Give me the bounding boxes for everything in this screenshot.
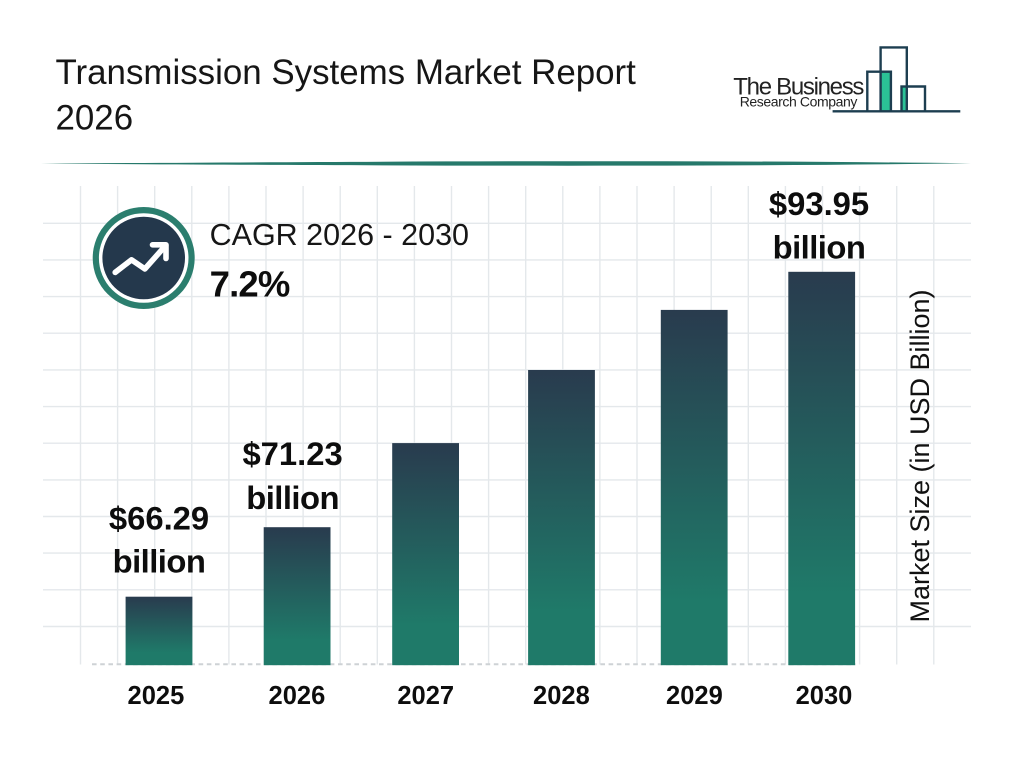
svg-text:2029: 2029 xyxy=(666,682,723,710)
svg-text:2026: 2026 xyxy=(56,98,134,137)
svg-text:2026: 2026 xyxy=(269,682,326,710)
svg-text:2030: 2030 xyxy=(796,682,853,710)
svg-text:2027: 2027 xyxy=(397,682,454,710)
svg-text:Research Company: Research Company xyxy=(740,93,858,109)
svg-text:7.2%: 7.2% xyxy=(210,263,290,304)
svg-text:$71.23: $71.23 xyxy=(242,435,342,472)
svg-text:Transmission Systems Market Re: Transmission Systems Market Report xyxy=(56,53,637,92)
svg-text:2025: 2025 xyxy=(128,682,185,710)
svg-text:The Business: The Business xyxy=(733,74,864,101)
svg-text:$93.95: $93.95 xyxy=(769,185,869,222)
svg-text:Market Size (in USD Billion): Market Size (in USD Billion) xyxy=(905,289,935,622)
svg-text:CAGR 2026 - 2030: CAGR 2026 - 2030 xyxy=(210,218,469,252)
svg-text:billion: billion xyxy=(246,479,339,516)
svg-text:billion: billion xyxy=(113,542,206,579)
svg-text:2028: 2028 xyxy=(533,682,590,710)
svg-text:billion: billion xyxy=(773,228,866,265)
svg-text:$66.29: $66.29 xyxy=(109,500,209,537)
